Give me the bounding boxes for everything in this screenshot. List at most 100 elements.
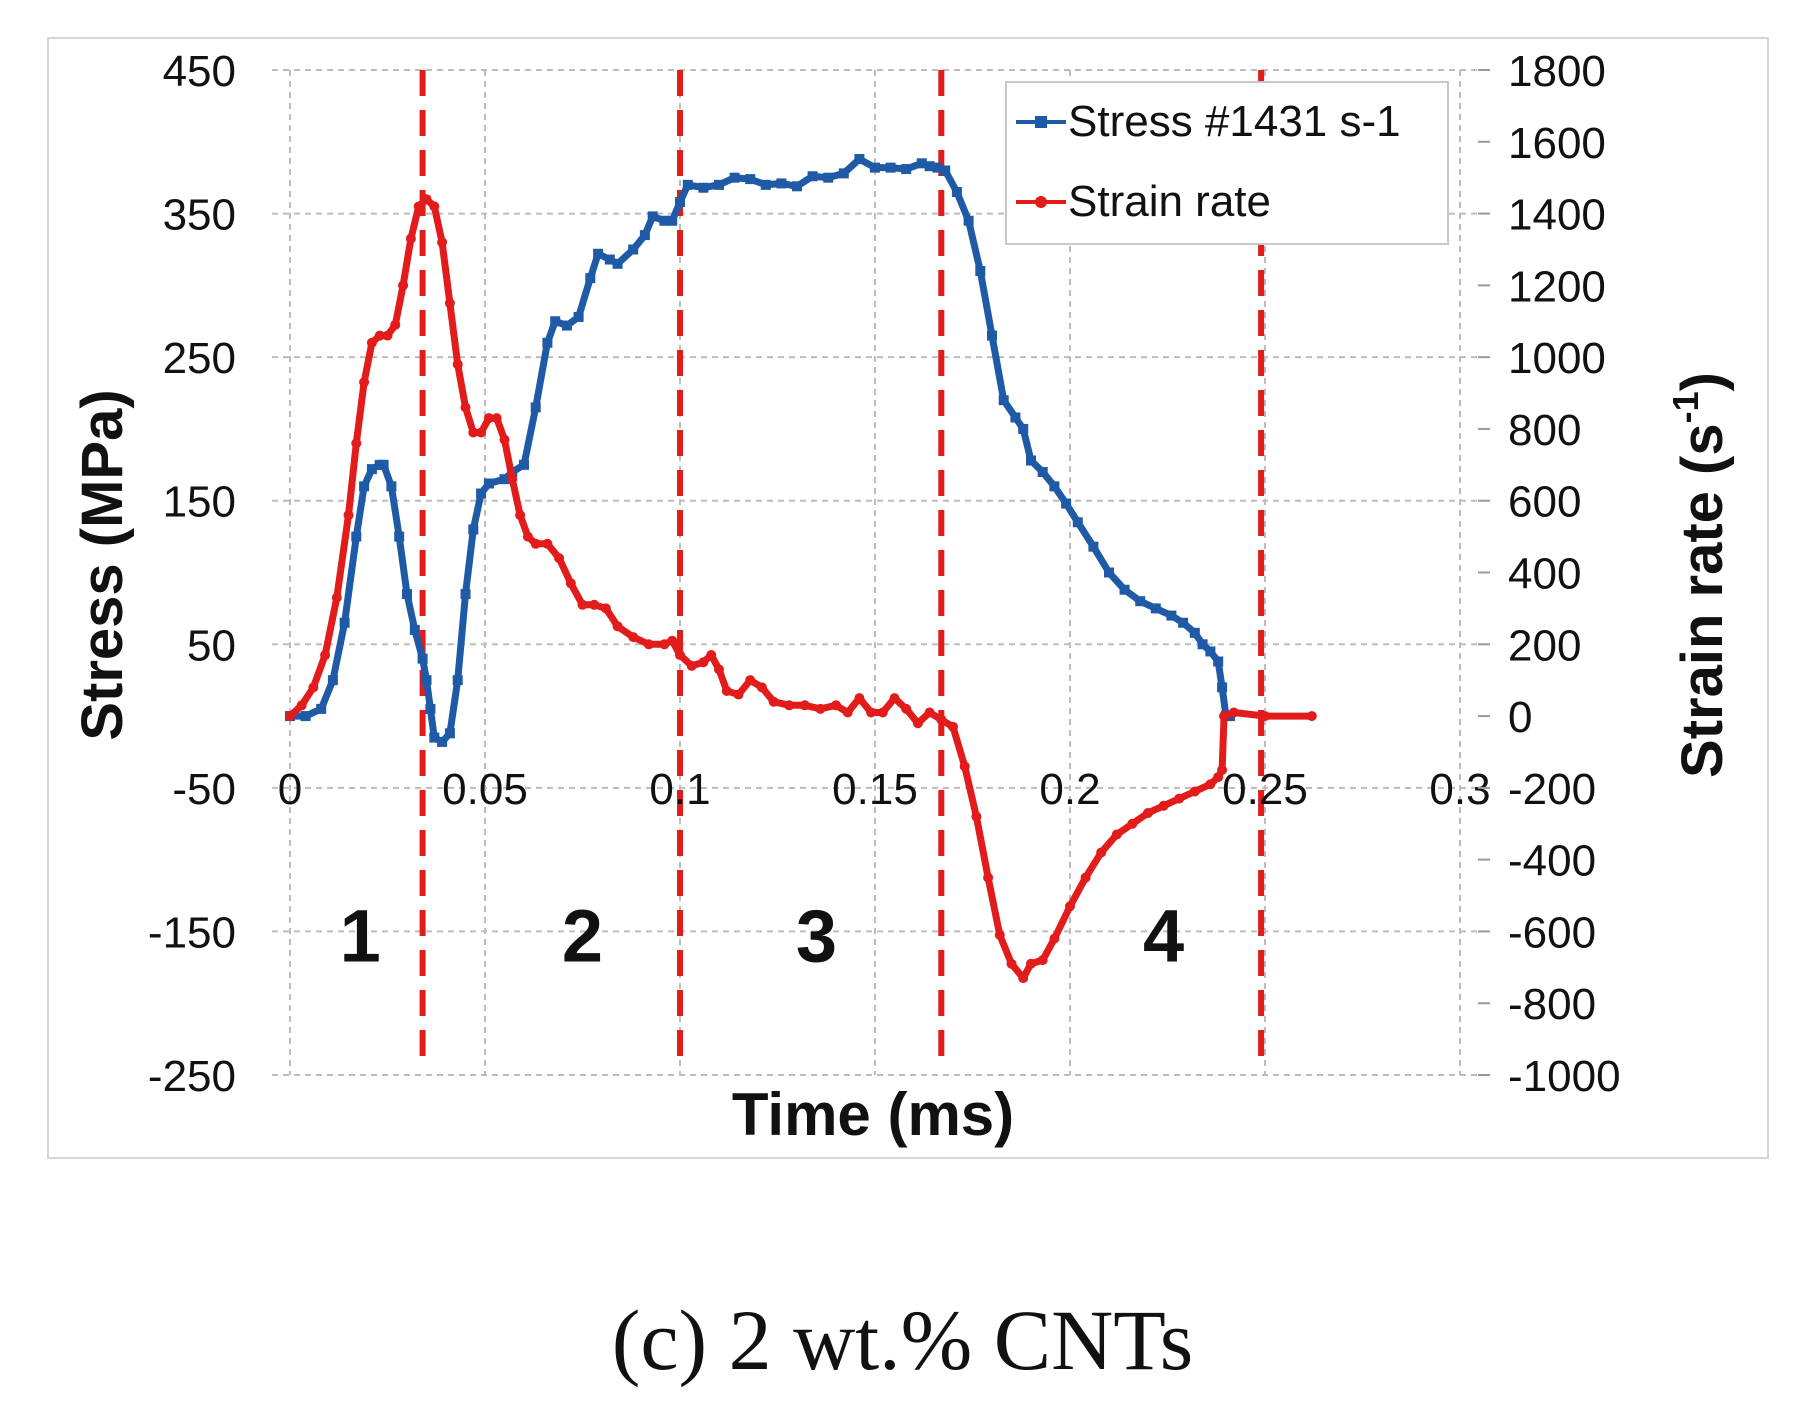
strain-rate-point: [1080, 872, 1091, 883]
strain-rate-point: [296, 700, 307, 711]
strain-rate-point: [994, 930, 1005, 941]
stress-point: [468, 524, 479, 535]
stress-point: [932, 162, 943, 173]
stress-point: [585, 273, 596, 284]
strain-rate-point: [366, 337, 377, 348]
stress-point: [573, 311, 584, 322]
strain-rate-point: [924, 707, 935, 718]
strain-rate-point: [1049, 933, 1060, 944]
y-left-tick-label: 450: [163, 47, 236, 96]
stress-point: [604, 254, 615, 265]
y-right-tick-label: 1000: [1508, 334, 1606, 383]
region-label-layer: 1 2 3 4: [340, 894, 1185, 977]
stress-point: [339, 617, 350, 628]
stress-point: [1150, 603, 1161, 614]
stress-point: [1217, 682, 1228, 693]
y-right-tick-label: -1000: [1508, 1052, 1621, 1101]
x-tick-label: 0.1: [649, 765, 710, 814]
strain-rate-point: [285, 711, 295, 722]
stress-point: [1061, 498, 1072, 509]
strain-rate-point: [413, 201, 424, 212]
y-left-tick-label: 50: [187, 621, 236, 670]
stress-point: [940, 165, 951, 176]
stress-point: [378, 459, 389, 470]
strain-rate-point: [1217, 764, 1228, 775]
y-axis-left-title: Stress (MPa): [70, 389, 135, 740]
strain-rate-point: [1006, 958, 1017, 969]
legend-stress-label: Stress #1431 s-1: [1068, 97, 1401, 146]
strain-rate-point: [308, 682, 319, 693]
y-left-tick-label: 350: [163, 191, 236, 240]
strain-rate-point: [483, 413, 494, 424]
y-left-tick-label: -150: [148, 908, 236, 957]
strain-rate-point: [507, 474, 518, 485]
stress-point: [963, 215, 974, 226]
stress-point: [1119, 584, 1130, 595]
stress-point: [1213, 656, 1224, 667]
strain-rate-point: [460, 402, 471, 413]
stress-point: [1135, 596, 1146, 607]
strain-rate-point: [359, 377, 370, 388]
stress-point: [807, 171, 818, 182]
strain-rate-point: [1174, 793, 1185, 804]
stress-point: [924, 161, 935, 172]
stress-point: [359, 481, 370, 492]
strain-rate-point: [1026, 958, 1036, 969]
stress-point: [682, 179, 693, 190]
stress-point: [628, 244, 639, 255]
series-layer: [285, 154, 1317, 984]
strain-rate-point: [889, 693, 900, 704]
strain-rate-point: [577, 599, 588, 610]
strain-rate-point: [1219, 711, 1230, 722]
y-right-tick-label: 400: [1508, 550, 1581, 599]
stress-point: [409, 624, 420, 635]
strain-rate-point: [659, 639, 670, 650]
strain-rate-point: [444, 298, 455, 309]
strain-rate-point: [784, 700, 795, 711]
stress-point: [612, 258, 623, 269]
stress-point: [1189, 627, 1200, 638]
strain-rate-point: [706, 650, 717, 661]
strain-rate-point: [866, 707, 877, 718]
region-label: 3: [796, 894, 837, 977]
stress-point: [429, 732, 440, 743]
stress-point: [675, 197, 685, 208]
stress-point: [421, 675, 432, 686]
strain-rate-point: [936, 714, 947, 725]
stress-point: [1037, 467, 1048, 477]
y-axis-right-title-sup: -1: [1665, 391, 1706, 423]
strain-rate-point: [912, 718, 923, 729]
strain-rate-point: [799, 700, 810, 711]
strain-rate-point: [1096, 847, 1107, 858]
strain-rate-point: [405, 233, 416, 244]
strain-rate-point: [374, 330, 385, 341]
strain-rate-point: [1018, 973, 1029, 984]
stress-point: [1018, 423, 1029, 434]
stress-point: [916, 158, 927, 169]
figure-caption: (c) 2 wt.% CNTs: [611, 1292, 1194, 1388]
legend-strain-marker: [1035, 196, 1047, 208]
strain-rate-point: [877, 707, 888, 718]
tick-layer: 450 350 250 150 50 -50 -150 -250 0 0.05 0.1 0.15 0.2…: [148, 47, 1621, 1101]
stress-point: [550, 316, 561, 327]
region-label: 4: [1143, 894, 1184, 977]
stress-point: [1178, 617, 1189, 628]
strain-rate-point: [530, 538, 541, 549]
stress-point: [386, 481, 397, 492]
region-label: 1: [340, 894, 381, 977]
y-left-tick-label: -250: [148, 1052, 236, 1101]
stress-point: [542, 337, 553, 348]
strain-rate-point: [667, 635, 678, 646]
stress-point: [499, 474, 510, 485]
strain-rate-point: [522, 531, 533, 542]
strain-rate-point: [343, 510, 354, 521]
strain-rate-point: [733, 689, 744, 700]
x-tick-label: 0.15: [832, 765, 918, 814]
strain-rate-point: [959, 761, 970, 772]
strain-rate-point: [390, 319, 401, 330]
strain-rate-point: [398, 280, 409, 291]
stress-point: [745, 174, 756, 185]
y-axis-right-title-base: Strain rate (s: [1670, 423, 1735, 778]
stress-point: [1166, 610, 1177, 621]
